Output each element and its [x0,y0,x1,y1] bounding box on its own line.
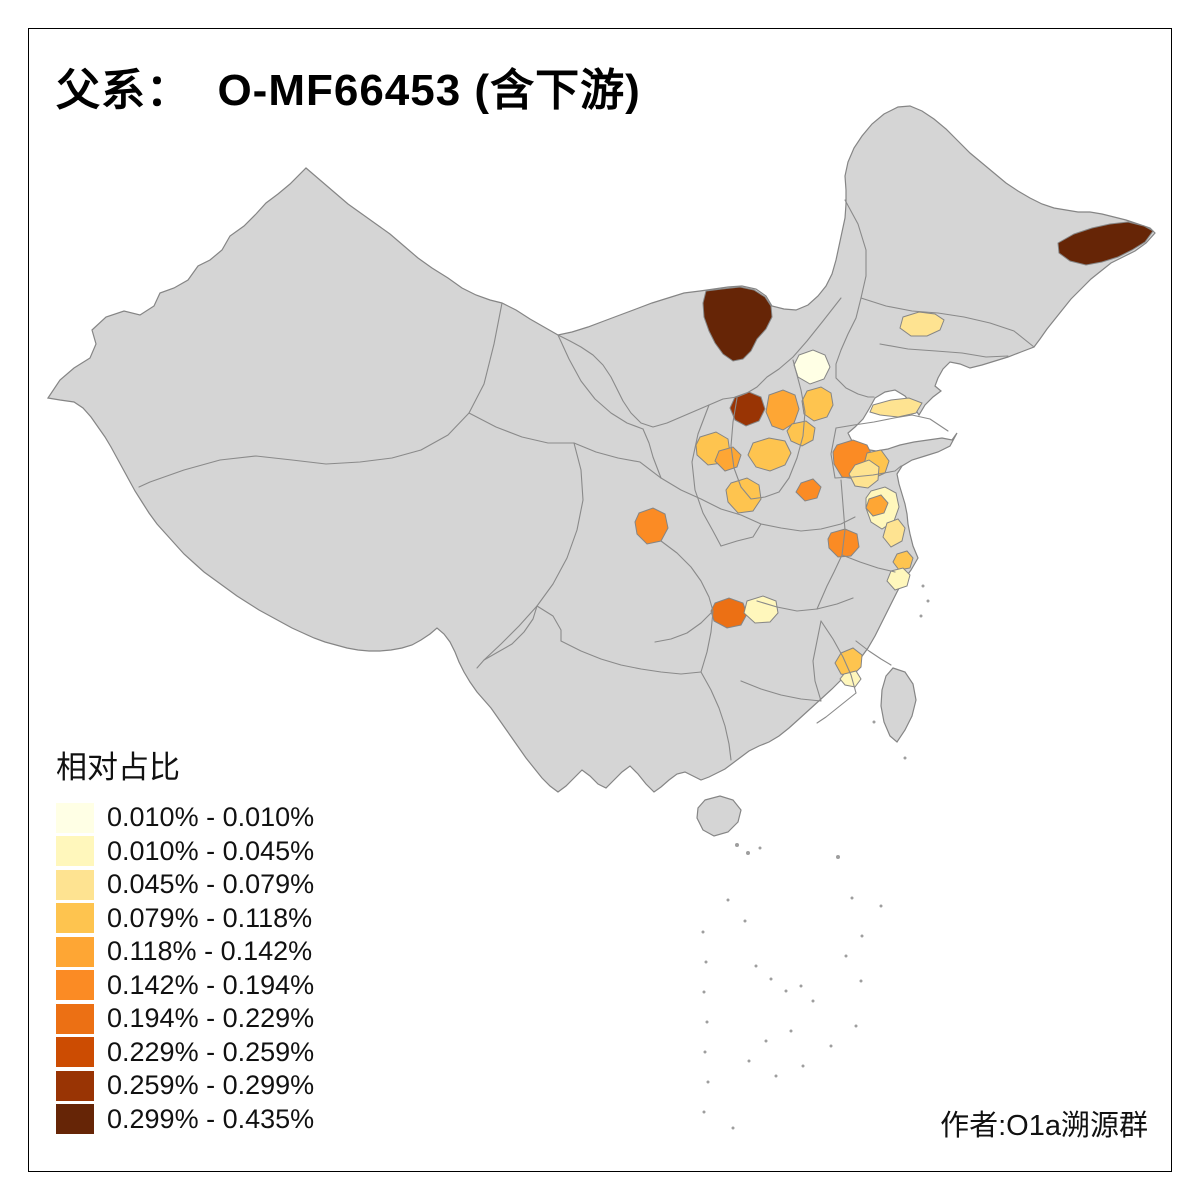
legend-item: 0.010% - 0.045% [56,835,314,869]
legend-swatch [56,970,94,1001]
legend-label: 0.142% - 0.194% [107,969,315,1000]
legend-label: 0.299% - 0.435% [107,1103,315,1134]
map-region-shijiazhuang-orange [786,420,816,447]
legend-swatch [56,1037,94,1068]
legend-item: 0.229% - 0.259% [56,1036,314,1070]
map-region-yangzhou-orange [865,494,889,517]
hainan-island [696,795,742,837]
page-title: 父系： O-MF66453 (含下游) [56,66,641,115]
legend-label: 0.259% - 0.299% [107,1070,315,1101]
map-region-inner-mongolia-dark [702,286,773,362]
taiwan-island [880,667,917,743]
legend-label: 0.010% - 0.045% [107,835,315,866]
map-legend: 相对占比 0.010% - 0.010% 0.010% - 0.045% 0.045… [56,742,314,1136]
legend-item: 0.118% - 0.142% [56,935,314,969]
legend-item: 0.010% - 0.010% [56,801,314,835]
legend-swatch [56,936,94,967]
mainland-china [46,105,1156,793]
attribution-text: 作者:O1a溯源群 [940,1110,1148,1142]
map-region-jiangsu-south-yellow [882,518,906,548]
legend-label: 0.118% - 0.142% [107,936,313,967]
legend-item: 0.299% - 0.435% [56,1103,314,1137]
legend-swatch [56,869,94,900]
map-region-hohhot-redbrown [729,391,766,427]
legend-swatch [56,1104,94,1135]
legend-item: 0.079% - 0.118% [56,902,314,936]
map-region-shanghai-orange-dot [892,550,914,571]
map-region-linfen-orange [714,446,742,472]
landmass-group [46,105,1156,837]
legend-swatch [56,903,94,934]
legend-swatch [56,1003,94,1034]
map-region-jiangsu-north-yellow [848,459,880,489]
legend-item: 0.045% - 0.079% [56,868,314,902]
legend-label: 0.045% - 0.079% [107,869,315,900]
map-region-zhengzhou-orange [795,478,822,502]
legend-swatch [56,1070,94,1101]
legend-label: 0.010% - 0.010% [107,802,315,833]
map-region-zhejiang-north-yellow [886,567,911,591]
legend-title: 相对占比 [56,750,180,785]
legend-label: 0.079% - 0.118% [107,902,313,933]
map-region-shandong-north-yellow [869,397,923,418]
map-region-shanxi-north-orange [765,389,800,431]
choropleth-regions [634,221,1154,688]
legend-swatch [56,836,94,867]
map-region-chongqing-red-orange [710,597,748,629]
legend-label: 0.194% - 0.229% [107,1003,315,1034]
legend-item: 0.259% - 0.299% [56,1069,314,1103]
map-region-liaoning-yellow [899,311,945,337]
province-borders [138,199,1035,761]
map-region-heilongjiang-northeast-dark [1057,221,1154,266]
legend-item: 0.142% - 0.194% [56,969,314,1003]
sea-islets [701,584,930,1130]
legend-swatch [56,802,94,833]
map-region-henan-west-light [725,477,762,514]
map-region-hubei-southwest-pale [743,595,779,624]
map-region-henan-north-light [747,437,792,472]
map-region-fujian-west-pale [839,670,862,688]
legend-item: 0.194% - 0.229% [56,1002,314,1036]
map-region-hebei-west-orange [801,386,834,422]
legend-entries: 0.010% - 0.010% 0.010% - 0.045% 0.045% - 0… [56,801,314,1136]
legend-label: 0.229% - 0.259% [107,1036,315,1067]
